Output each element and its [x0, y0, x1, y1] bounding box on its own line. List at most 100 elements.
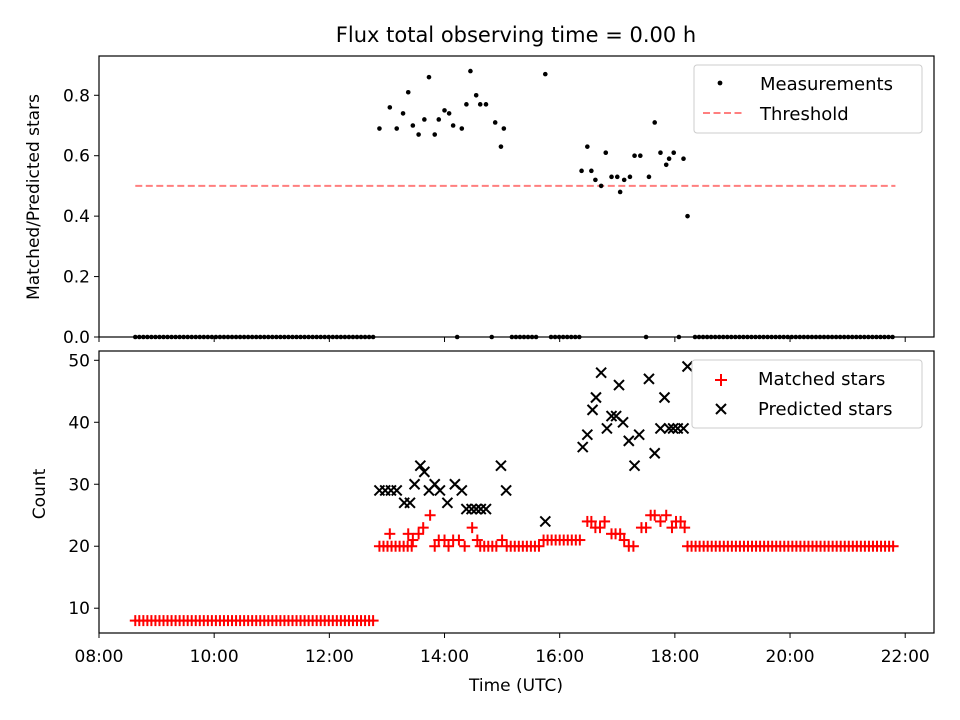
legend-label-measurements: Measurements	[760, 74, 893, 95]
predicted-star-marker	[434, 484, 446, 497]
top-y-axis-label: Matched/Predicted stars	[24, 94, 44, 300]
measurement-point	[663, 162, 669, 168]
measurement-point	[579, 168, 584, 174]
predicted-star-marker	[441, 497, 454, 509]
predicted-star-marker	[500, 484, 512, 497]
matched-star-marker	[417, 522, 429, 534]
measurement-point	[632, 153, 637, 159]
measurement-point	[422, 117, 427, 122]
matched-star-marker	[585, 515, 597, 527]
matched-star-marker	[666, 522, 678, 534]
top-legend: Measurements Threshold	[693, 64, 923, 134]
measurement-point	[621, 177, 627, 183]
predicted-star-marker	[605, 410, 618, 422]
top-x-ticks	[98, 337, 906, 342]
predicted-star-marker	[391, 484, 403, 497]
matched-star-marker	[413, 528, 425, 540]
predicted-star-marker	[470, 503, 482, 515]
measurement-point	[638, 153, 643, 159]
measurement-point	[400, 111, 406, 116]
bottom-y-axis-label: Count	[30, 468, 50, 519]
matched-star-marker	[675, 515, 687, 527]
matched-star-marker	[594, 522, 606, 534]
bottom-x-ticks: 08:00 10:00 12:00 14:00 16:00 18:00 20:00 22:00	[75, 633, 930, 667]
bottom-panel: 10 20 30 40 50 08:00 10:00 12:00 14:00 16:00 18:0…	[30, 350, 935, 696]
measurement-point	[589, 168, 594, 174]
bottom-x-tick-label: 18:00	[650, 647, 699, 667]
measurement-point	[432, 132, 438, 137]
matched-star-marker	[384, 528, 396, 540]
matched-star-marker	[654, 515, 666, 527]
measurement-point	[450, 123, 456, 128]
bottom-x-tick-label: 16:00	[535, 647, 584, 667]
chart-title: Flux total observing time = 0.00 h	[336, 23, 696, 47]
matched-star-marker	[407, 534, 419, 546]
measurement-point	[477, 102, 483, 107]
predicted-star-marker	[613, 379, 625, 391]
matched-star-marker	[453, 534, 465, 546]
measurement-point	[614, 174, 620, 180]
bottom-legend: Matched stars Predicted stars	[691, 359, 923, 429]
predicted-star-marker	[581, 428, 594, 441]
predicted-star-marker	[617, 416, 629, 428]
measurement-point	[446, 111, 452, 116]
predicted-star-marker	[495, 459, 507, 472]
measurement-point	[426, 74, 432, 80]
matched-star-marker	[640, 522, 652, 534]
matched-star-marker	[887, 540, 899, 552]
measurement-point	[483, 102, 489, 107]
measurement-point	[410, 123, 416, 128]
bottom-y-tick-label: 40	[68, 413, 90, 433]
matched-star-marker	[614, 528, 626, 540]
matched-star-marker	[496, 534, 508, 546]
measurement-point	[609, 174, 614, 180]
top-panel: 0.00.20.40.60.8 Matched/Predicted stars …	[24, 55, 935, 348]
predicted-star-marker	[465, 503, 478, 515]
top-legend-box	[693, 64, 923, 134]
measurement-point	[658, 150, 663, 155]
measurement-point	[416, 132, 421, 137]
bottom-axes-frame	[98, 350, 935, 634]
measurement-point	[685, 213, 690, 219]
matched-star-marker	[459, 540, 471, 552]
measurement-point	[681, 156, 686, 162]
predicted-star-marker	[681, 360, 694, 373]
measurement-point	[671, 150, 677, 155]
matched-star-marker	[533, 540, 545, 552]
predicted-star-marker	[648, 447, 661, 459]
matched-star-marker	[627, 540, 639, 552]
matched-star-marker	[660, 509, 672, 521]
matched-star-marker	[424, 509, 436, 521]
matched-star-marker	[679, 522, 691, 534]
measurement-point	[436, 117, 442, 122]
predicted-star-marker	[404, 497, 416, 509]
matched-star-marker	[402, 528, 414, 540]
predicted-star-marker	[677, 422, 690, 435]
legend-label-predicted-stars: Predicted stars	[758, 399, 892, 420]
predicted-star-marker	[456, 484, 468, 497]
bottom-y-tick-label: 30	[68, 475, 90, 495]
legend-marker-measurements	[717, 80, 723, 86]
predicted-star-marker	[601, 422, 613, 435]
matched-star-marker	[471, 534, 483, 546]
measurement-point	[464, 102, 469, 107]
measurement-point	[459, 126, 465, 131]
bottom-x-tick-label: 14:00	[420, 647, 469, 667]
bottom-y-tick-label: 20	[68, 537, 90, 557]
bottom-plot-area	[129, 360, 899, 627]
predicted-star-marker	[418, 466, 431, 478]
measurement-point	[498, 144, 504, 149]
measurement-point	[405, 89, 411, 95]
predicted-star-marker	[480, 503, 492, 515]
predicted-star-marker	[628, 459, 641, 472]
bottom-x-tick-label: 08:00	[75, 647, 124, 667]
matched-star-marker	[443, 540, 455, 552]
top-y-tick-label: 0.8	[63, 86, 90, 106]
matched-star-marker	[466, 522, 478, 534]
matched-star-marker	[599, 515, 611, 527]
legend-marker-predicted-stars	[715, 403, 727, 415]
legend-marker-matched-stars	[715, 374, 727, 386]
predicted-star-marker	[586, 404, 599, 416]
measurement-point	[492, 120, 498, 125]
